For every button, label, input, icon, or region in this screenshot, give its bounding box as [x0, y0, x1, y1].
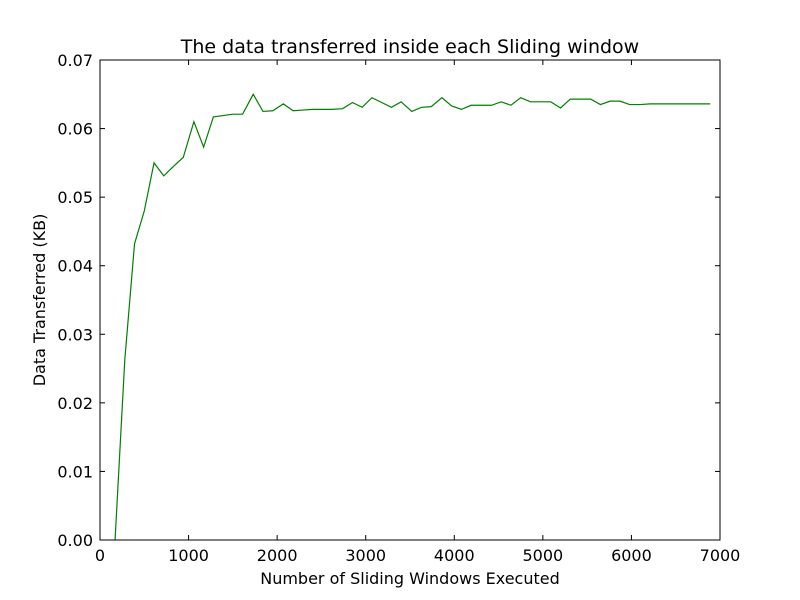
- y-tick-label: 0.07: [57, 51, 93, 70]
- x-tick-label: 2000: [257, 546, 298, 565]
- y-tick-label: 0.02: [57, 394, 93, 413]
- series-line: [114, 93, 711, 541]
- x-tick-label: 1000: [168, 546, 209, 565]
- y-tick-label: 0.01: [57, 462, 93, 481]
- axis-tick-labels: 0 1000 2000 3000 4000 5000 6000 7000 0.00 0.01 0.0…: [57, 51, 740, 565]
- x-tick-label: 7000: [700, 546, 741, 565]
- x-tick-label: 4000: [434, 546, 475, 565]
- y-axis-title: Data Transferred (KB): [30, 214, 49, 387]
- plot-background: [100, 60, 720, 540]
- x-tick-label: 3000: [345, 546, 386, 565]
- x-tick-label: 6000: [611, 546, 652, 565]
- data-series: [114, 93, 711, 541]
- y-tick-label: 0.03: [57, 325, 93, 344]
- chart-title: The data transferred inside each Sliding…: [180, 36, 639, 58]
- y-tick-label: 0.06: [57, 120, 93, 139]
- x-axis-title: Number of Sliding Windows Executed: [260, 569, 560, 588]
- x-tick-label: 0: [95, 546, 105, 565]
- y-tick-label: 0.04: [57, 257, 93, 276]
- y-tick-label: 0.00: [57, 531, 93, 550]
- y-tick-label: 0.05: [57, 188, 93, 207]
- x-tick-label: 5000: [522, 546, 563, 565]
- plot-frame: [99, 59, 721, 541]
